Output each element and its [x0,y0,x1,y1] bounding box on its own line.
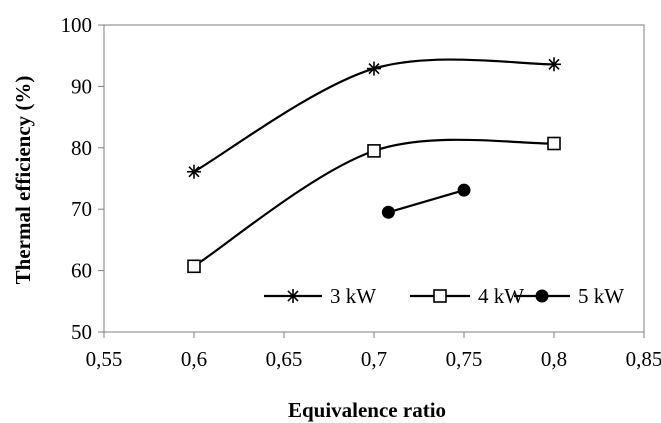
x-tick-label: 0,7 [361,347,387,371]
legend: 3 kW 4 kW 5 kW [264,284,624,308]
x-axis-title: Equivalence ratio [288,398,446,422]
legend-label-0: 3 kW [330,284,376,308]
legend-marker-0 [286,289,300,303]
y-tick-label: 60 [71,259,92,283]
data-point-1 [547,136,561,151]
data-point-0 [367,61,381,76]
series-line-1 [193,138,555,268]
legend-marker-1 [433,289,447,303]
data-point-2 [381,205,395,219]
y-tick-label: 70 [71,197,92,221]
data-point-0 [187,164,201,179]
y-axis-title: Thermal efficiency (%) [11,76,35,285]
data-point-1 [187,259,201,274]
x-tick-label: 0,75 [446,347,483,371]
y-tick-label: 100 [61,13,93,37]
data-point-1 [367,144,381,158]
y-tick-label: 80 [71,136,92,160]
axes: 50 60 70 80 90 100 0,55 0,6 0,65 0,7 0,75 0,8 0,85 [61,13,661,371]
x-tick-label: 0,8 [541,347,567,371]
y-tick-label: 90 [71,74,92,98]
data-point-2 [457,183,471,197]
legend-label-2: 5 kW [578,284,624,308]
data-point-0 [547,57,561,72]
x-tick-label: 0,6 [181,347,207,371]
y-tick-label: 50 [71,320,92,344]
series-layer [187,57,561,274]
x-tick-label: 0,55 [86,347,123,371]
x-tick-label: 0,65 [266,347,303,371]
x-tick-label: 0,85 [626,347,661,371]
legend-marker-2 [535,289,549,303]
series-line-2 [388,189,465,214]
